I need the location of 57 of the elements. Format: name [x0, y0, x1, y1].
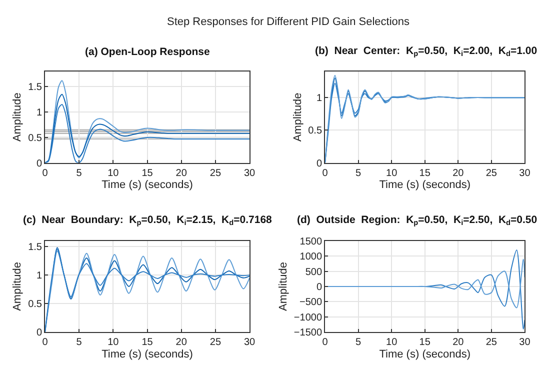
y-tick-label: −1000 [294, 312, 322, 324]
y-axis-title: Amplitude [12, 92, 24, 142]
text: Step Responses for Different PID Gain Selections [167, 16, 410, 28]
y-tick-label: 0.5 [28, 132, 42, 144]
y-tick-label: 1 [36, 108, 42, 119]
chart-title: (b) Near Center: K$_{p}$=0.50, K$_{i}$=2.00, K$_{d}$=1.00 [315, 45, 538, 58]
x-tick-label: 20 [452, 337, 464, 348]
x-tick-label: 15 [142, 168, 154, 179]
x-tick-label: 5 [356, 337, 362, 348]
x-tick-label: 20 [452, 168, 464, 179]
y-tick-label: 1500 [300, 236, 322, 248]
chart-title: (a) Open-Loop Response [85, 46, 210, 58]
chart-title: (d) Outside Region: K$_{p}$=0.50, K$_{i}$=2.50, K$_{d}$=0.50 [297, 214, 538, 228]
x-tick-label: 10 [386, 337, 398, 348]
y-tick-label: 1000 [300, 252, 322, 263]
y-tick-label: 1.5 [28, 82, 42, 94]
line-series [325, 258, 525, 308]
y-axis-title: Amplitude [292, 92, 304, 142]
x-tick-label: 30 [244, 168, 256, 179]
y-tick-label: 0 [316, 158, 322, 170]
x-tick-label: 30 [519, 168, 531, 179]
x-axis-title: Time (s) (seconds) [379, 348, 470, 360]
y-tick-label: 0.5 [308, 126, 322, 137]
chart-title: (c) Near Boundary: K$_{p}$=0.50, K$_{i}$=2.15, K$_{d}$=0.7168 [23, 214, 272, 228]
x-tick-label: 15 [142, 337, 154, 348]
x-tick-label: 20 [176, 168, 188, 179]
x-axis-title: Time (s) (seconds) [379, 179, 470, 191]
x-tick-label: 5 [356, 168, 362, 179]
y-tick-label: 0 [36, 328, 42, 339]
y-tick-label: −1500 [294, 328, 322, 339]
x-tick-label: 25 [486, 337, 498, 348]
x-tick-label: 5 [76, 168, 82, 179]
x-tick-label: 25 [210, 168, 222, 179]
y-tick-label: 1 [36, 270, 42, 282]
x-axis-title: Time (s) (seconds) [102, 348, 193, 360]
x-tick-label: 25 [210, 337, 222, 348]
y-tick-label: −500 [299, 297, 322, 308]
y-axis-title: Amplitude [12, 262, 24, 311]
x-tick-label: 30 [244, 337, 256, 348]
y-tick-label: 1 [316, 93, 322, 104]
x-tick-label: 10 [386, 168, 398, 179]
y-axis-title: Amplitude [278, 262, 290, 311]
x-tick-label: 5 [76, 337, 82, 348]
x-tick-label: 15 [419, 337, 431, 348]
y-tick-label: 500 [305, 266, 322, 278]
x-axis-title: Time (s) (seconds) [102, 179, 193, 191]
x-tick-label: 30 [519, 337, 531, 348]
y-tick-label: 0 [36, 158, 42, 170]
line-series [45, 80, 250, 163]
y-tick-label: 1.5 [28, 242, 42, 254]
x-tick-label: 25 [486, 168, 498, 179]
x-tick-label: 10 [108, 337, 120, 348]
y-tick-label: 0 [316, 282, 322, 293]
x-tick-label: 20 [176, 337, 188, 348]
x-tick-label: 15 [419, 168, 431, 179]
x-tick-label: 10 [108, 168, 120, 179]
y-tick-label: 0.5 [28, 299, 42, 310]
